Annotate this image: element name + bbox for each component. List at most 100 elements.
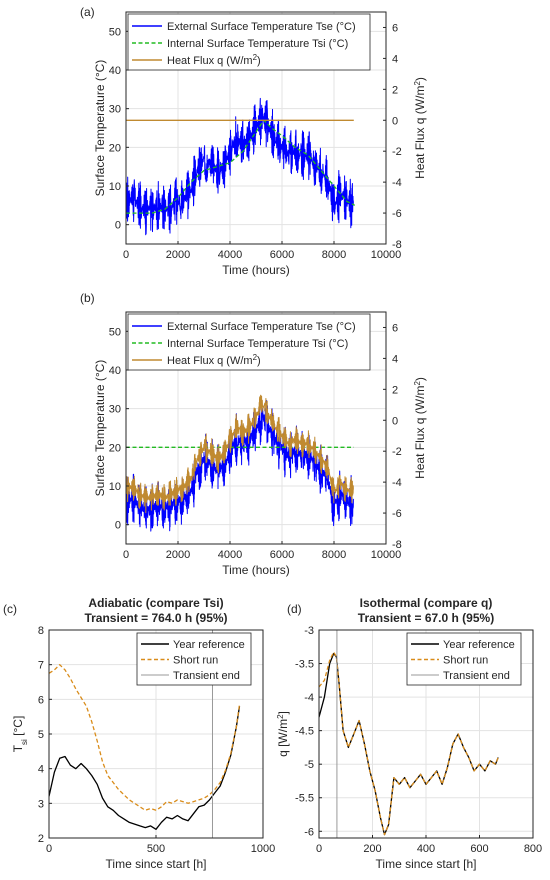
y2-tick-label-5: 2	[392, 84, 398, 96]
y2-tick-label-2: -4	[392, 477, 402, 489]
series-group	[126, 394, 354, 532]
y2-tick-label-7: 6	[392, 22, 398, 34]
x-tick-label-0: 0	[123, 249, 129, 261]
y2-tick-label-6: 4	[392, 53, 398, 65]
y-axis-label: Surface Temperature (°C)	[93, 60, 107, 197]
y2-tick-label-7: 6	[392, 322, 398, 334]
chart-title: Adiabatic (compare Tsi)	[88, 596, 223, 610]
legend-box	[127, 313, 371, 371]
y-tick-label-5: 50	[109, 26, 121, 38]
y-tick-label-5: 50	[109, 326, 121, 338]
y-tick-label-2: 20	[109, 442, 121, 454]
panel-label: (a)	[80, 5, 95, 19]
y-tick-label-4: 40	[109, 65, 121, 77]
chart-subtitle: Transient = 764.0 h (95%)	[84, 611, 227, 625]
y2-tick-label-5: 2	[392, 384, 398, 396]
x-tick-label-0: 0	[46, 843, 52, 855]
legend-box	[127, 13, 371, 71]
y2-tick-label-2: -4	[392, 177, 402, 189]
legend-label-0: External Surface Temperature Tse (°C)	[167, 21, 356, 33]
y2-tick-label-3: -2	[392, 446, 402, 458]
x-axis-label: Time since start [h]	[376, 857, 477, 871]
x-tick-label-0: 0	[123, 549, 129, 561]
y-tick-label-0: 0	[115, 220, 121, 232]
y-tick-label-3: -4.5	[295, 726, 314, 738]
y-tick-label-5: 7	[38, 660, 44, 672]
y2-tick-label-1: -6	[392, 208, 402, 220]
panel-label: (b)	[80, 291, 95, 305]
y-tick-label-3: 30	[109, 404, 121, 416]
y2-tick-label-3: -2	[392, 146, 402, 158]
x-tick-label-0: 0	[316, 843, 322, 855]
x-axis-label: Time since start [h]	[106, 857, 207, 871]
series-group	[319, 630, 499, 838]
series-line-1	[319, 651, 499, 836]
legend-label-0: Year reference	[173, 639, 245, 651]
legend: External Surface Temperature Tse (°C) Int…	[127, 13, 371, 71]
legend-label-2: Transient end	[173, 670, 240, 682]
series-group	[126, 97, 356, 236]
panel-a: 0 2000 4000 6000 8000 1000001020304050-8-6-4-…	[80, 5, 427, 277]
legend-label-2: Transient end	[443, 670, 510, 682]
legend-label-1: Internal Surface Temperature Tsi (°C)	[167, 38, 348, 50]
panel-c: 0 500 1000 2 3 4 5 6 7 8 Time since start [h] Tsi […	[3, 596, 275, 871]
legend-label-1: Short run	[443, 655, 488, 667]
y-tick-label-3: 30	[109, 104, 121, 116]
y-tick-label-2: 20	[109, 142, 121, 154]
x-tick-label-4: 8000	[322, 249, 346, 261]
legend: Year reference Short run Transient end	[406, 632, 522, 686]
series-line-0	[126, 97, 354, 236]
x-tick-label-1: 2000	[166, 249, 190, 261]
series-line-2	[126, 394, 354, 514]
y2-axis-label: Heat Flux q (W/m2)	[413, 377, 428, 479]
x-tick-label-3: 6000	[270, 549, 294, 561]
y2-tick-label-0: -8	[392, 239, 402, 251]
y-axis-label: Tsi [°C]	[11, 716, 29, 753]
y-axis-label: q [W/m2]	[276, 711, 291, 757]
y-tick-label-5: -3.5	[295, 659, 314, 671]
legend-label-0: Year reference	[443, 639, 515, 651]
x-tick-label-3: 600	[470, 843, 488, 855]
y2-tick-label-6: 4	[392, 353, 398, 365]
legend-label-1: Internal Surface Temperature Tsi (°C)	[167, 338, 348, 350]
series-line-1	[126, 119, 356, 214]
y-tick-label-4: 40	[109, 365, 121, 377]
x-tick-label-2: 4000	[218, 549, 242, 561]
x-tick-label-4: 8000	[322, 549, 346, 561]
y-tick-label-2: -5	[304, 759, 314, 771]
x-tick-label-2: 1000	[251, 843, 275, 855]
series-line-1	[49, 664, 241, 811]
y-axis-label: Surface Temperature (°C)	[93, 360, 107, 497]
y-tick-label-3: 5	[38, 729, 44, 741]
x-tick-label-1: 500	[147, 843, 165, 855]
x-axis-label: Time (hours)	[222, 263, 290, 277]
legend-label-2: Heat Flux q (W/m2)	[167, 53, 261, 68]
x-tick-label-2: 400	[417, 843, 435, 855]
axes-box	[125, 11, 387, 245]
x-tick-label-3: 6000	[270, 249, 294, 261]
legend: External Surface Temperature Tse (°C) Int…	[127, 313, 371, 371]
y2-tick-label-4: 0	[392, 115, 398, 127]
chart-title: Isothermal (compare q)	[360, 596, 493, 610]
x-tick-label-1: 200	[363, 843, 381, 855]
y-tick-label-6: -3	[304, 625, 314, 637]
y-tick-label-4: -4	[304, 692, 314, 704]
panel-label: (c)	[3, 602, 17, 616]
x-axis-label: Time (hours)	[222, 563, 290, 577]
y-tick-label-1: 10	[109, 181, 121, 193]
y-tick-label-1: 3	[38, 798, 44, 810]
y-tick-label-1: 10	[109, 481, 121, 493]
x-tick-label-4: 800	[524, 843, 542, 855]
x-tick-label-5: 10000	[371, 249, 402, 261]
y2-tick-label-4: 0	[392, 415, 398, 427]
y-tick-label-0: 2	[38, 833, 44, 845]
x-tick-label-5: 10000	[371, 549, 402, 561]
y-tick-label-0: -6	[304, 826, 314, 838]
legend: Year reference Short run Transient end	[136, 632, 252, 686]
legend-label-2: Heat Flux q (W/m2)	[167, 353, 261, 368]
y-tick-label-1: -5.5	[295, 793, 314, 805]
x-tick-label-1: 2000	[166, 549, 190, 561]
y2-axis-label: Heat Flux q (W/m2)	[413, 77, 428, 179]
y2-tick-label-1: -6	[392, 508, 402, 520]
